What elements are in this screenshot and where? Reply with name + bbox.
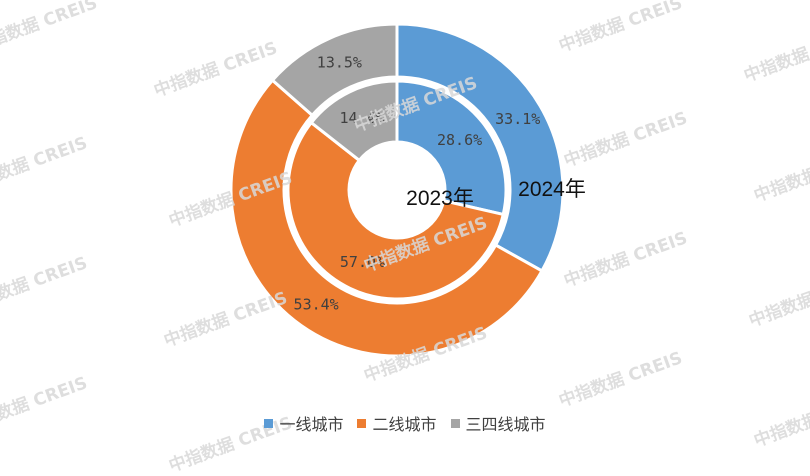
legend-swatch-1 xyxy=(357,418,367,428)
legend-label-1: 二线城市 xyxy=(372,415,437,434)
slice-outer-1 xyxy=(229,78,545,358)
legend-swatch-0 xyxy=(264,418,274,428)
slice-outer-0 xyxy=(395,22,565,273)
data-label-outer-2: 13.5% xyxy=(317,53,362,71)
data-label-inner-2: 14.4% xyxy=(339,109,384,127)
data-label-outer-0: 33.1% xyxy=(495,110,540,128)
slice-inner-1 xyxy=(286,120,506,301)
legend: 一线城市 二线城市 三四线城市 xyxy=(0,411,810,435)
series-name-outer: 2024年 xyxy=(518,178,586,201)
legend-label-2: 三四线城市 xyxy=(465,415,546,434)
data-label-inner-0: 28.6% xyxy=(437,131,482,149)
slice-inner-0 xyxy=(395,79,508,217)
legend-item-1: 二线城市 xyxy=(357,411,437,435)
slice-outer-2 xyxy=(270,22,399,118)
legend-item-2: 三四线城市 xyxy=(450,411,546,435)
legend-swatch-2 xyxy=(450,418,460,428)
data-label-outer-1: 53.4% xyxy=(294,295,339,313)
slice-inner-2 xyxy=(309,79,399,163)
series-name-inner: 2023年 xyxy=(406,187,474,210)
data-label-inner-1: 57.0% xyxy=(340,253,385,271)
legend-item-0: 一线城市 xyxy=(264,411,343,435)
legend-label-0: 一线城市 xyxy=(279,415,344,434)
